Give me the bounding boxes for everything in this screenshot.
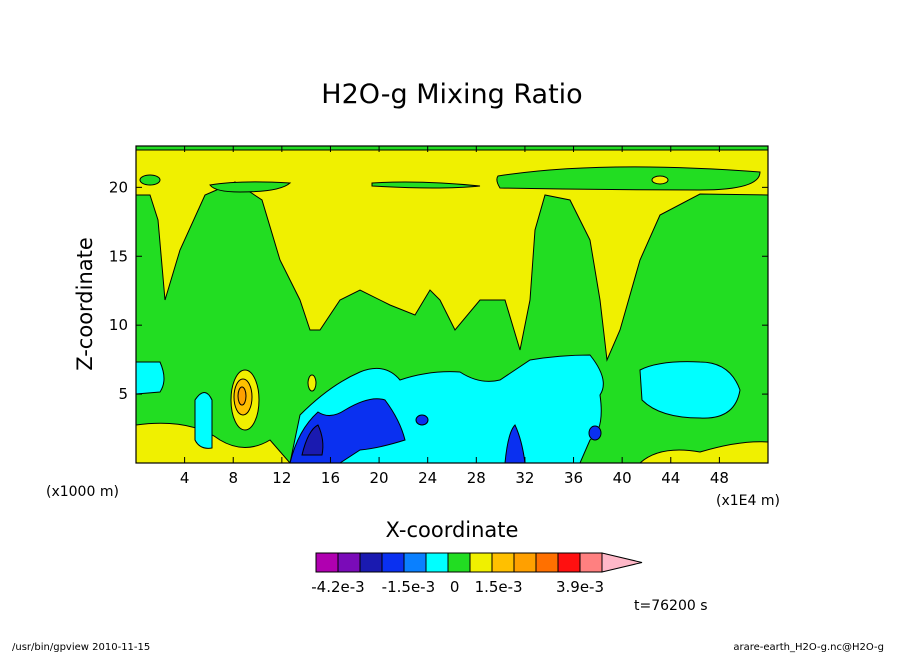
contour-field: [136, 146, 768, 463]
colorbar-swatch: [337, 552, 361, 573]
colorbar-arrow: [601, 552, 643, 573]
y-tick-label: 20: [109, 178, 128, 196]
contour-cyan-left-bar: [194, 392, 213, 449]
contour-yellow-top: [136, 149, 768, 362]
x-tick-label: 40: [613, 469, 632, 487]
contour-green-top-3: [371, 181, 481, 189]
contour-darkorange-warm: [237, 386, 247, 406]
contour-green-top-2: [209, 181, 292, 193]
footer-right: arare-earth_H2O-g.nc@H2O-g: [733, 642, 884, 653]
colorbar-swatch: [469, 552, 493, 573]
colorbar-swatch: [491, 552, 515, 573]
colorbar-swatch: [425, 552, 449, 573]
y-tick-label: 5: [118, 385, 128, 403]
x-axis-label: X-coordinate: [386, 518, 519, 542]
x-tick-label: 4: [180, 469, 190, 487]
colorbar-swatch: [447, 552, 471, 573]
x-tick-label: 8: [228, 469, 238, 487]
colorbar-label: -4.2e-3: [311, 578, 364, 596]
contour-yellow-bottom: [136, 422, 291, 463]
x-tick-label: 32: [515, 469, 534, 487]
colorbar-swatch: [403, 552, 427, 573]
x-tick-label: 28: [467, 469, 486, 487]
x-tick-label: 24: [418, 469, 437, 487]
x-unit-left: (x1000 m): [46, 484, 119, 500]
colorbar: -4.2e-3 -1.5e-3 0 1.5e-3 3.9e-3: [311, 552, 643, 596]
y-axis-label: Z-coordinate: [73, 237, 97, 371]
colorbar-swatch: [579, 552, 603, 573]
colorbar-swatch: [381, 552, 405, 573]
contour-yellow-spot: [651, 175, 669, 185]
contour-green-spot: [139, 174, 161, 186]
chart-title: H2O-g Mixing Ratio: [321, 79, 582, 110]
x-tick-label: 16: [321, 469, 340, 487]
colorbar-label: 1.5e-3: [475, 578, 523, 596]
y-tick-label: 15: [109, 247, 128, 265]
contour-blue-3: [588, 425, 602, 441]
y-tick-label: 10: [109, 316, 128, 334]
x-tick-label: 44: [661, 469, 680, 487]
contour-blue-2: [504, 424, 526, 463]
x-tick-label: 12: [272, 469, 291, 487]
footer-left: /usr/bin/gpview 2010-11-15: [12, 642, 150, 653]
colorbar-label: 0: [450, 578, 460, 596]
time-label: t=76200 s: [634, 598, 708, 614]
x-tick-label: 48: [710, 469, 729, 487]
colorbar-swatch: [557, 552, 581, 573]
colorbar-swatch: [535, 552, 559, 573]
contour-green-top-1: [496, 166, 761, 191]
contour-yellow-bottom-right: [639, 441, 768, 463]
x-unit-right: (x1E4 m): [716, 493, 780, 509]
colorbar-swatch: [359, 552, 383, 573]
colorbar-swatch: [315, 552, 339, 573]
plot-frame: [135, 145, 769, 464]
x-tick-label: 20: [370, 469, 389, 487]
contour-blue-4: [415, 414, 429, 426]
colorbar-label: 3.9e-3: [556, 578, 604, 596]
colorbar-swatch: [513, 552, 537, 573]
contour-cyan-left: [136, 361, 165, 395]
colorbar-label: -1.5e-3: [382, 578, 435, 596]
contour-darkblue-1: [301, 424, 324, 456]
contour-yellow-small: [307, 374, 317, 392]
x-tick-label: 36: [564, 469, 583, 487]
contour-cyan-right: [639, 361, 741, 419]
